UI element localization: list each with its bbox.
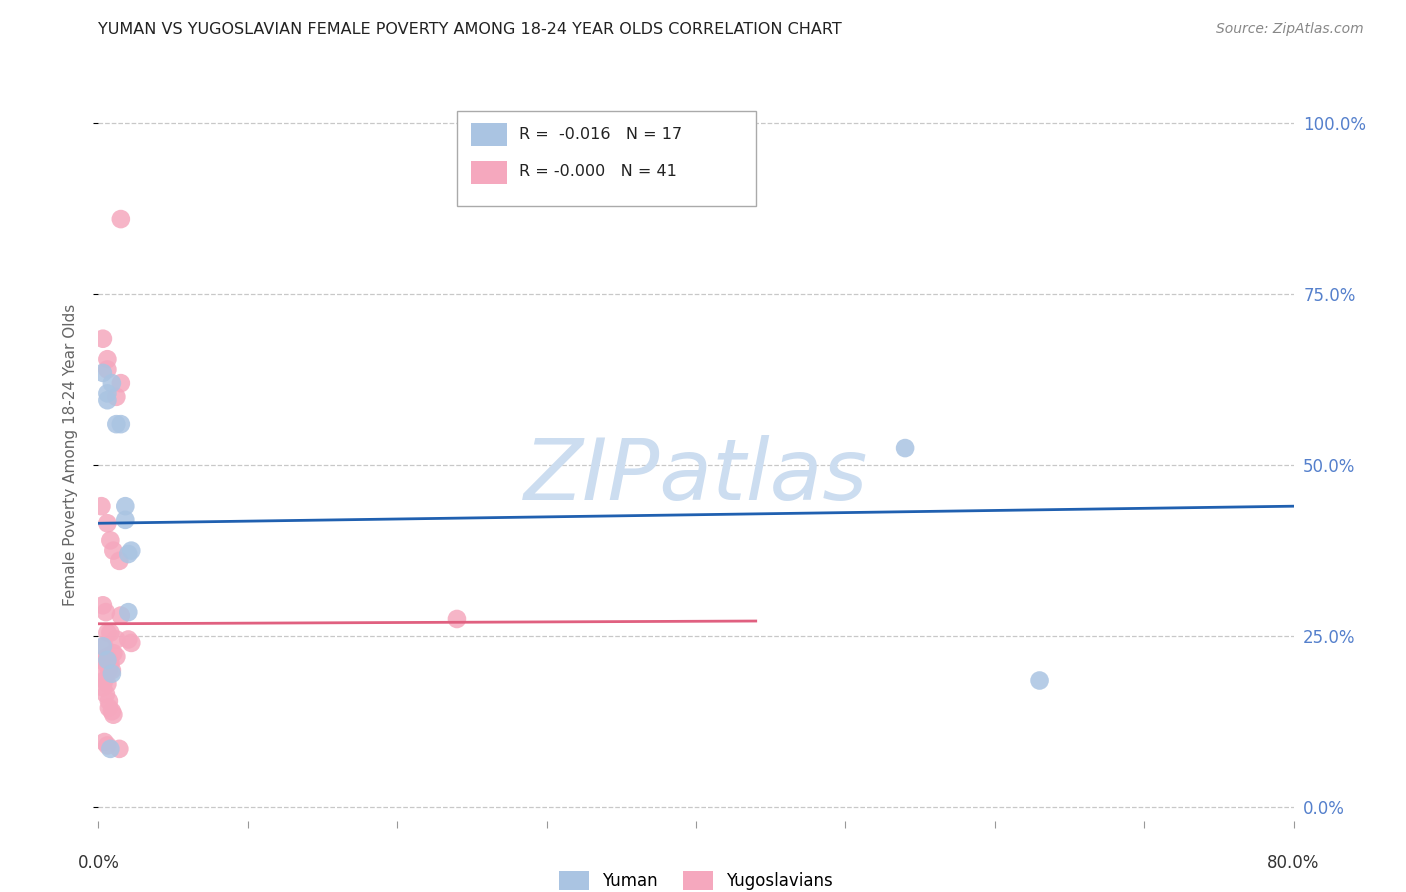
Point [103,646,125,660]
Point [894,441,917,455]
Point [90,666,112,681]
Legend: Yuman, Yugoslavians: Yuman, Yugoslavians [553,863,839,892]
Point [446,612,468,626]
Point [120,543,142,558]
Point [91,366,114,380]
FancyBboxPatch shape [457,112,756,206]
Point [103,707,125,722]
Point [94,605,117,619]
Point [110,417,132,432]
Point [93,735,115,749]
Point [93,673,115,688]
Point [96,653,118,667]
Point [120,636,142,650]
Point [114,499,136,513]
Text: 80.0%: 80.0% [1267,854,1320,871]
Point [100,742,122,756]
Point [100,657,122,671]
Point [90,499,112,513]
Text: YUMAN VS YUGOSLAVIAN FEMALE POVERTY AMONG 18-24 YEAR OLDS CORRELATION CHART: YUMAN VS YUGOSLAVIAN FEMALE POVERTY AMON… [98,22,842,37]
Point [91,599,114,613]
Point [94,657,117,671]
Point [96,352,118,367]
Y-axis label: Female Poverty Among 18-24 Year Olds: Female Poverty Among 18-24 Year Olds [63,304,77,606]
Point [101,376,124,391]
Point [101,663,124,677]
Point [110,212,132,227]
Text: R =  -0.016   N = 17: R = -0.016 N = 17 [519,127,682,142]
Point [96,739,118,753]
Bar [471,161,508,185]
Point [114,513,136,527]
Point [96,362,118,376]
Point [91,640,114,654]
Point [96,625,118,640]
Text: R = -0.000   N = 41: R = -0.000 N = 41 [519,164,676,179]
Point [105,649,128,664]
Point [105,632,128,647]
Point [101,704,124,718]
Point [97,663,120,677]
Point [117,632,139,647]
Point [96,393,118,408]
Point [91,332,114,346]
Text: Source: ZipAtlas.com: Source: ZipAtlas.com [1216,22,1364,37]
Point [105,390,128,404]
Point [100,533,122,548]
Point [110,608,132,623]
Text: ZIPatlas: ZIPatlas [524,435,868,518]
Point [94,687,117,701]
Point [91,681,114,695]
Point [103,543,125,558]
Point [101,666,124,681]
Point [96,649,118,664]
Point [105,417,128,432]
Point [93,640,115,654]
Text: 0.0%: 0.0% [77,854,120,871]
Point [117,605,139,619]
Point [108,554,131,568]
Point [97,701,120,715]
Point [110,376,132,391]
Point [91,653,114,667]
Point [100,625,122,640]
Point [96,677,118,691]
Bar [471,123,508,146]
Point [97,694,120,708]
Point [117,547,139,561]
Point [1028,673,1050,688]
Point [96,516,118,531]
Point [96,386,118,401]
Point [108,742,131,756]
